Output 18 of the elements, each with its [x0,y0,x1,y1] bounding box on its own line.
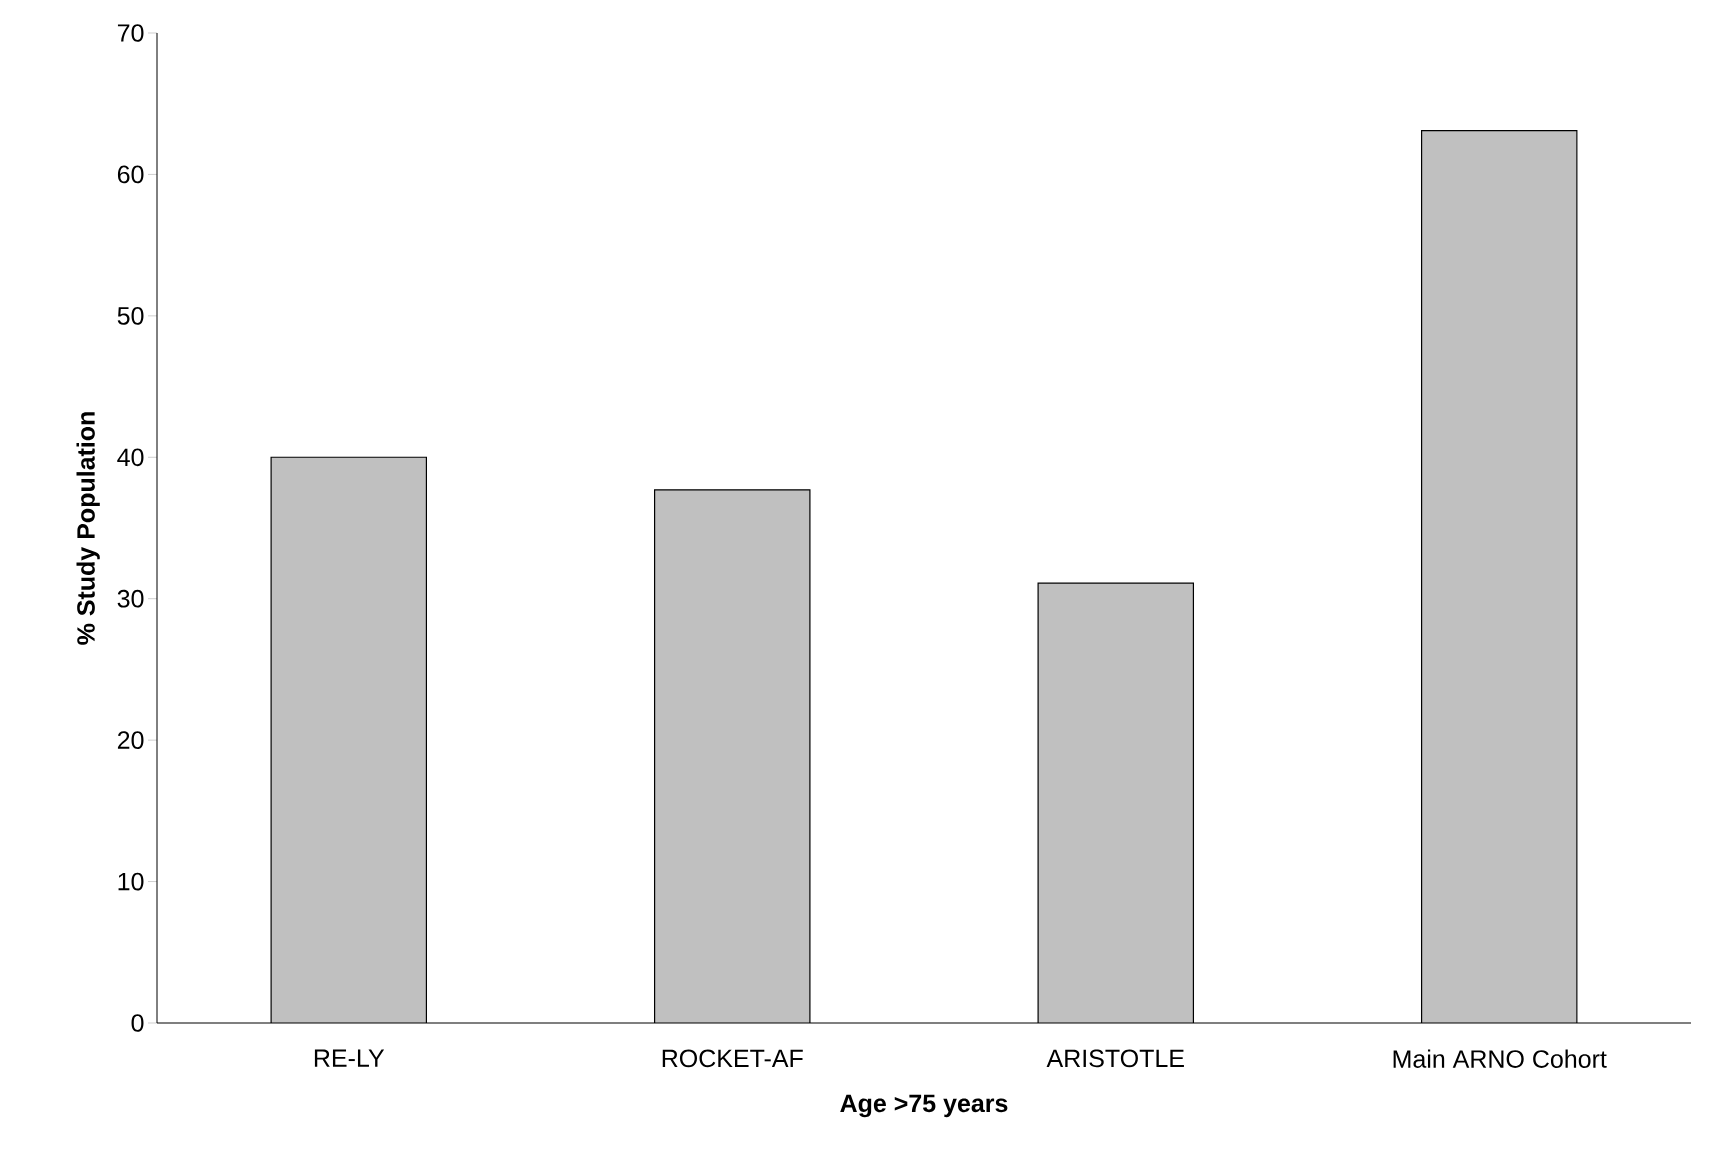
y-tick-label: 50 [117,307,144,325]
y-tick-label: 10 [118,872,144,891]
bar [654,489,810,1023]
y-tick-label: 20 [117,731,144,749]
y-axis-title: % Study Population [76,412,100,645]
bar [1421,129,1578,1023]
x-tick-label: ARISTOTLE [1046,1049,1184,1068]
x-tick-label: Main ARNO Cohort [1393,1049,1607,1068]
y-tick-label: 30 [117,589,144,608]
x-tick-label: ROCKET-AF [662,1049,803,1068]
x-tick-label: RE-LY [314,1049,385,1067]
x-axis-title: Age >75 years [840,1094,1008,1118]
y-tick-label: 0 [131,1014,144,1032]
bar [1038,583,1194,1023]
y-tick-label: 40 [117,448,144,467]
y-tick-label: 60 [117,165,144,184]
y-tick-label: 70 [117,24,144,42]
bar [271,457,427,1023]
